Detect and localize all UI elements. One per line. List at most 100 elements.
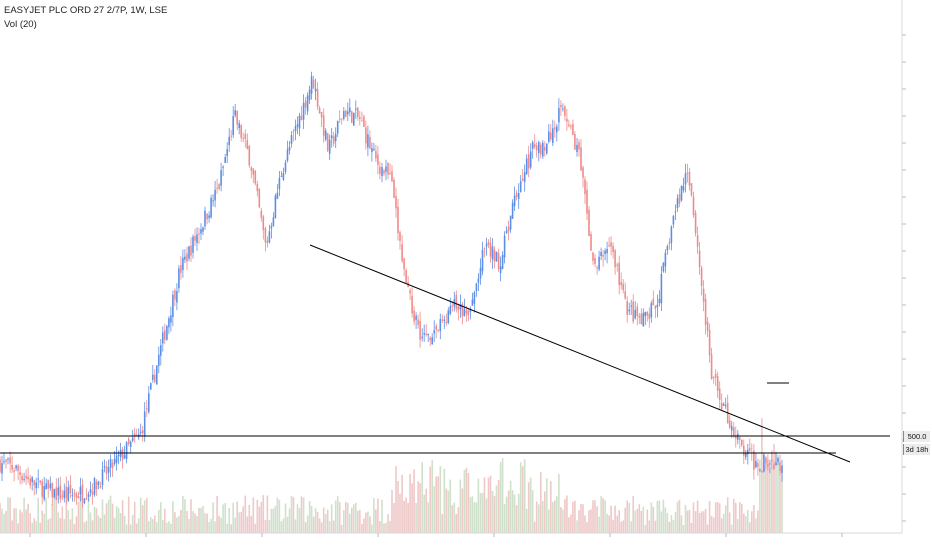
candle bbox=[35, 477, 37, 495]
volume-bar bbox=[550, 481, 552, 533]
candle bbox=[33, 479, 35, 496]
candle bbox=[473, 290, 476, 313]
candle bbox=[381, 163, 383, 183]
candle bbox=[125, 441, 128, 464]
candle bbox=[75, 491, 78, 505]
volume-bar bbox=[564, 499, 566, 533]
candle bbox=[345, 109, 347, 118]
volume-bar bbox=[266, 495, 269, 533]
candle bbox=[608, 237, 610, 248]
volume-bar bbox=[371, 524, 373, 533]
candle bbox=[688, 167, 691, 191]
descending-trend-line[interactable] bbox=[309, 244, 851, 463]
candle bbox=[278, 171, 281, 197]
volume-bar bbox=[347, 502, 349, 533]
candle bbox=[383, 168, 385, 177]
candle bbox=[493, 246, 496, 269]
volume-bar bbox=[336, 496, 339, 533]
candle bbox=[264, 226, 267, 252]
volume-bar bbox=[632, 496, 634, 533]
volume-bar bbox=[365, 512, 367, 533]
volume-bar bbox=[483, 477, 486, 533]
volume-bar bbox=[21, 512, 23, 533]
volume-bar bbox=[674, 511, 677, 533]
candle bbox=[164, 323, 166, 345]
volume-bar bbox=[150, 517, 152, 533]
volume-bar bbox=[375, 509, 377, 533]
candle bbox=[182, 249, 184, 278]
volume-bar bbox=[224, 503, 226, 533]
candle bbox=[523, 164, 526, 192]
candle bbox=[330, 128, 333, 148]
candle bbox=[27, 467, 29, 484]
volume-bar bbox=[230, 524, 232, 533]
candle bbox=[186, 246, 188, 270]
volume-bar bbox=[574, 500, 576, 533]
candle bbox=[170, 306, 172, 332]
candle bbox=[280, 171, 283, 177]
candle bbox=[31, 476, 33, 491]
candle bbox=[143, 402, 146, 442]
candle bbox=[499, 256, 502, 282]
candle bbox=[166, 324, 168, 341]
candle bbox=[59, 476, 62, 503]
volume-bar bbox=[580, 504, 582, 533]
volume-bar bbox=[129, 524, 132, 533]
volume-bar bbox=[158, 509, 160, 533]
volume-bar bbox=[546, 478, 548, 533]
volume-bar bbox=[57, 512, 60, 533]
volume-bar bbox=[735, 502, 737, 533]
volume-bar bbox=[447, 490, 450, 533]
volume-bar bbox=[596, 506, 598, 533]
candle bbox=[527, 145, 530, 178]
volume-bar bbox=[572, 501, 574, 533]
volume-bar bbox=[499, 462, 502, 533]
candle bbox=[314, 78, 317, 101]
volume-bar bbox=[696, 500, 699, 533]
volume-bar bbox=[37, 497, 39, 533]
candle bbox=[190, 237, 192, 262]
volume-bar bbox=[75, 516, 78, 533]
candle bbox=[387, 161, 389, 180]
candle bbox=[735, 426, 737, 448]
volume-bar bbox=[710, 515, 713, 533]
volume-bar bbox=[421, 462, 423, 533]
candle bbox=[150, 382, 152, 391]
volume-bar bbox=[590, 509, 592, 533]
candle bbox=[115, 446, 118, 471]
volume-bar bbox=[200, 507, 202, 533]
volume-bar bbox=[511, 490, 514, 533]
volume-bar bbox=[1, 508, 3, 533]
volume-bar bbox=[525, 508, 528, 533]
candle bbox=[487, 239, 490, 249]
volume-bar bbox=[680, 515, 683, 533]
volume-bar bbox=[168, 521, 170, 533]
candle bbox=[415, 312, 417, 329]
volume-bar bbox=[186, 511, 188, 533]
candle bbox=[606, 241, 608, 264]
candle bbox=[552, 119, 554, 147]
candle bbox=[483, 247, 486, 258]
candle bbox=[403, 257, 405, 277]
volume-bar bbox=[39, 522, 41, 533]
candle bbox=[365, 120, 367, 150]
candle bbox=[521, 168, 524, 182]
candle bbox=[437, 329, 439, 333]
volume-bar bbox=[184, 499, 186, 533]
volume-bar bbox=[471, 496, 474, 533]
candle bbox=[320, 111, 323, 127]
candle bbox=[15, 464, 17, 472]
candle bbox=[300, 106, 303, 121]
volume-bar bbox=[614, 505, 616, 533]
candle bbox=[222, 165, 224, 177]
candle bbox=[419, 311, 421, 348]
volume-bar bbox=[141, 505, 144, 533]
volume-bar bbox=[238, 512, 240, 533]
volume-bar bbox=[160, 501, 162, 533]
volume-bar bbox=[248, 505, 251, 533]
candle bbox=[535, 142, 538, 158]
candle bbox=[425, 324, 427, 337]
candle bbox=[204, 206, 206, 230]
volume-bar bbox=[606, 513, 608, 533]
